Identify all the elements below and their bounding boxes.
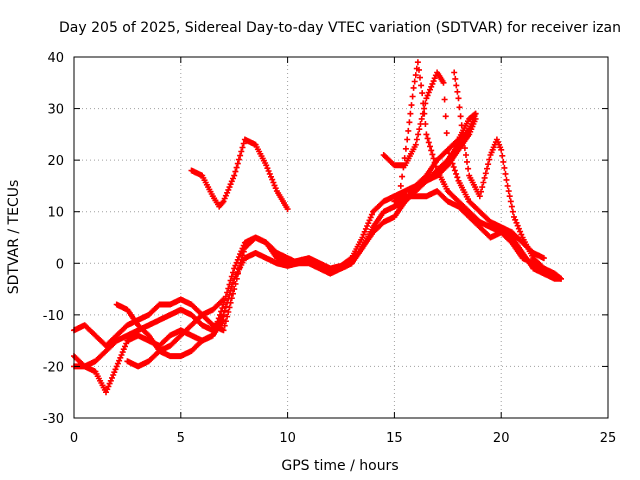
series-sat-j (391, 188, 564, 282)
series-sat-e (124, 296, 227, 370)
series-sat-i (451, 69, 564, 282)
plot-frame (73, 56, 609, 419)
plus-markers (188, 136, 291, 213)
x-axis-label: GPS time / hours (281, 458, 398, 474)
x-tick-label: 0 (70, 431, 78, 446)
y-tick-label: -20 (43, 360, 64, 375)
plus-markers (451, 69, 564, 282)
y-tick-label: 30 (47, 103, 64, 118)
series-sat-d (113, 301, 227, 360)
y-tick-label: 0 (56, 257, 64, 272)
plus-markers (113, 301, 227, 360)
y-tick-label: -10 (43, 309, 64, 324)
x-tick-label: 5 (177, 431, 185, 446)
y-axis-label: SDTVAR / TECUs (6, 180, 22, 295)
ticks: 0 5 10 15 20 25 -30 -20 -10 0 10 20 30 40 (43, 51, 617, 446)
x-tick-label: 25 (600, 431, 617, 446)
grid (74, 57, 608, 418)
x-tick-label: 20 (493, 431, 510, 446)
plus-markers (124, 296, 227, 370)
y-tick-label: -30 (43, 412, 64, 427)
y-tick-label: 40 (47, 51, 64, 66)
chart-title: Day 205 of 2025, Sidereal Day-to-day VTE… (59, 20, 621, 36)
y-tick-label: 10 (47, 206, 64, 221)
plus-markers (391, 188, 564, 282)
x-tick-label: 15 (386, 431, 403, 446)
series-sat-f (188, 136, 291, 213)
y-tick-label: 20 (47, 154, 64, 169)
x-tick-label: 10 (279, 431, 296, 446)
